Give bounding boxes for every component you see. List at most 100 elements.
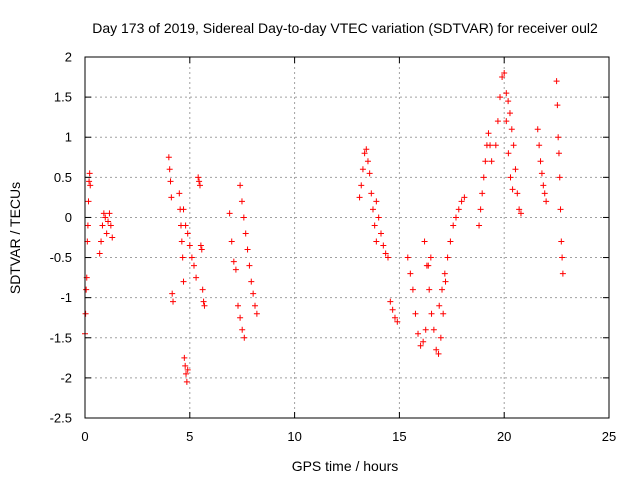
data-point [246, 262, 253, 269]
data-point [83, 286, 90, 293]
data-point [102, 214, 109, 221]
data-point [534, 126, 541, 133]
y-tick-label: 2 [65, 50, 72, 65]
y-axis-label: SDTVAR / TECUs [7, 182, 23, 294]
data-point [199, 286, 206, 293]
data-point [458, 198, 465, 205]
data-point [507, 174, 514, 181]
data-point [235, 302, 242, 309]
data-point [485, 130, 492, 137]
data-point [433, 346, 440, 353]
data-point [87, 182, 94, 189]
data-point [543, 198, 550, 205]
data-point [378, 230, 385, 237]
y-tick-label: 1 [65, 130, 72, 145]
data-point [183, 378, 190, 385]
data-point [103, 230, 110, 237]
data-point [505, 98, 512, 105]
data-point [387, 298, 394, 305]
data-point [364, 158, 371, 165]
data-point [447, 238, 454, 245]
data-point [482, 158, 489, 165]
data-point [505, 150, 512, 157]
x-tick-label: 20 [497, 429, 511, 444]
data-point [358, 182, 365, 189]
data-point [375, 214, 382, 221]
data-point [250, 290, 257, 297]
data-point [427, 254, 434, 261]
data-point [369, 206, 376, 213]
data-point [201, 302, 208, 309]
x-tick-label: 0 [81, 429, 88, 444]
y-tick-label: 1.5 [54, 90, 72, 105]
data-point [230, 258, 237, 265]
data-point [186, 242, 193, 249]
data-point [193, 274, 200, 281]
chart-title: Day 173 of 2019, Sidereal Day-to-day VTE… [92, 20, 598, 36]
data-point [488, 158, 495, 165]
x-tick-label: 15 [392, 429, 406, 444]
plot-frame [84, 56, 610, 419]
data-point [226, 210, 233, 217]
data-point [180, 206, 187, 213]
data-point [195, 174, 202, 181]
data-point [510, 142, 517, 149]
data-point [384, 254, 391, 261]
data-point [428, 310, 435, 317]
data-point [452, 214, 459, 221]
data-point [239, 326, 246, 333]
data-point [557, 206, 564, 213]
data-point [501, 70, 508, 77]
data-point [444, 254, 451, 261]
data-point [252, 302, 259, 309]
data-point [363, 146, 370, 153]
data-point [508, 126, 515, 133]
data-point [237, 182, 244, 189]
data-point [536, 142, 543, 149]
data-point [196, 182, 203, 189]
data-point [538, 170, 545, 177]
data-point [417, 342, 424, 349]
data-point [430, 326, 437, 333]
data-point [380, 242, 387, 249]
data-point [435, 350, 442, 357]
data-point [420, 338, 427, 345]
data-point [480, 174, 487, 181]
data-point [512, 166, 519, 173]
data-point [183, 370, 190, 377]
data-point [441, 270, 448, 277]
data-point [509, 186, 516, 193]
data-point [165, 154, 172, 161]
data-point [188, 254, 195, 261]
y-tick-label: -1.5 [50, 330, 72, 345]
data-point [248, 278, 255, 285]
data-point [436, 302, 443, 309]
data-point [426, 286, 433, 293]
data-point [237, 314, 244, 321]
data-point [503, 90, 510, 97]
data-point [494, 118, 501, 125]
data-point [404, 254, 411, 261]
data-point [356, 194, 363, 201]
data-point [96, 250, 103, 257]
data-point [86, 178, 93, 185]
data-point [422, 326, 429, 333]
data-point [514, 190, 521, 197]
tick-label-layer: 0 5 10 15 20 25 2 1.5 1 0.5 0 -0.5 -1 -1.5 -2 -2.5 [50, 50, 617, 445]
data-point [85, 198, 92, 205]
data-point [228, 238, 235, 245]
data-point [373, 198, 380, 205]
data-point [359, 166, 366, 173]
data-point [98, 238, 105, 245]
data-point [105, 218, 112, 225]
x-tick-label: 5 [186, 429, 193, 444]
data-point [558, 238, 565, 245]
data-point [537, 158, 544, 165]
data-point [244, 246, 251, 253]
data-point [366, 170, 373, 177]
y-tick-label: -0.5 [50, 250, 72, 265]
data-point [516, 206, 523, 213]
data-point [556, 174, 563, 181]
data-point [200, 298, 207, 305]
